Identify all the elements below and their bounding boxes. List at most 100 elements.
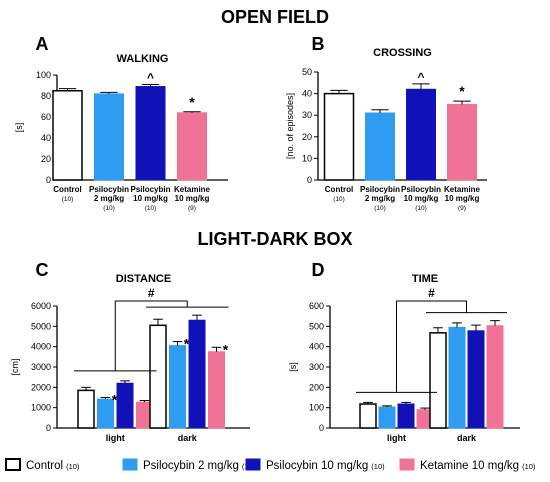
y-tick-label: 40 xyxy=(41,133,51,143)
x-tick-n: (9) xyxy=(458,205,466,212)
y-tick-label: 20 xyxy=(302,132,312,142)
y-tick-label: 100 xyxy=(36,70,51,80)
panel-b: B CROSSING [no. of episodes] 0 10 20 30 40 50 Con… xyxy=(285,34,487,212)
x-tick-label: Ketamine xyxy=(174,185,211,194)
y-axis-label: [cm] xyxy=(10,359,20,376)
x-tick-n: (10) xyxy=(62,196,74,203)
x-tick-label: 10 mg/kg xyxy=(133,194,168,203)
panel-letter: D xyxy=(312,260,325,280)
y-tick-label: 20 xyxy=(41,154,51,164)
bar-psilocybin2 xyxy=(365,112,395,181)
y-tick-label: 30 xyxy=(302,110,312,120)
significance-mark: * xyxy=(223,341,229,357)
x-tick-n: (10) xyxy=(145,205,157,212)
x-tick-label: light xyxy=(106,433,125,443)
legend-swatch-psilocybin2 xyxy=(122,458,138,471)
bar-control xyxy=(323,92,355,181)
x-tick-label: Psilocybin xyxy=(401,185,441,194)
bar-control xyxy=(52,90,83,181)
significance-mark: ^ xyxy=(417,70,424,84)
legend-swatch-psilocybin10 xyxy=(245,458,261,471)
bar-ketamine xyxy=(177,112,207,181)
panel-a: A WALKING [s] 0 20 40 60 80 100 Control (10) Psiloc… xyxy=(14,34,228,212)
x-tick-label: Control xyxy=(53,185,81,194)
panel-letter: C xyxy=(36,260,49,280)
y-tick-label: 3000 xyxy=(31,362,51,372)
panel-title: DISTANCE xyxy=(116,273,171,285)
bar-psilocybin2 xyxy=(169,345,186,429)
y-axis-label: [s] xyxy=(14,123,24,133)
x-tick-label: dark xyxy=(178,433,198,443)
significance-bracket xyxy=(114,300,188,371)
legend-label: Psilocybin 2 mg/kg xyxy=(143,460,239,472)
y-tick-label: 5000 xyxy=(31,321,51,331)
bar-psilocybin10 xyxy=(135,86,166,181)
significance-mark: * xyxy=(112,392,118,408)
legend: Control(10)Psilocybin 2 mg/kg(10)Psilocy… xyxy=(5,458,536,472)
significance-mark: * xyxy=(184,336,190,352)
x-tick-label: Psilocybin xyxy=(130,185,170,194)
bar-psilocybin2 xyxy=(448,326,466,429)
chart-panels: A WALKING [s] 0 20 40 60 80 100 Control (10) Psiloc… xyxy=(10,34,520,443)
bar-psilocybin10 xyxy=(116,382,134,429)
x-tick-n: (9) xyxy=(188,205,196,212)
bar-psilocybin10 xyxy=(397,403,415,429)
bar-psilocybin2 xyxy=(378,406,396,429)
y-axis-label: [no. of episodes] xyxy=(285,93,295,159)
bar-control xyxy=(77,389,95,429)
x-tick-label: Ketamine xyxy=(444,185,481,194)
legend-label: Control xyxy=(26,460,63,472)
y-tick-label: 400 xyxy=(309,342,324,352)
panel-title: TIME xyxy=(412,273,438,285)
x-tick-label: Psilocybin xyxy=(89,185,129,194)
bracket-label: # xyxy=(148,286,155,300)
y-tick-label: 600 xyxy=(309,301,324,311)
legend-n: (10) xyxy=(522,462,536,471)
y-axis-label: [s] xyxy=(288,362,298,372)
legend-label: Psilocybin 10 mg/kg xyxy=(266,460,368,472)
x-tick-n: (10) xyxy=(103,205,115,212)
bar-control xyxy=(359,403,377,429)
panel-d: D TIME [s] 0 100 200 300 400 500 600 light dark # xyxy=(288,260,520,443)
bracket-label: # xyxy=(428,286,435,300)
significance-mark: * xyxy=(459,83,465,99)
section-title-open-field: OPEN FIELD xyxy=(221,7,329,27)
significance-mark: ^ xyxy=(147,70,154,84)
bar-psilocybin2 xyxy=(94,93,124,181)
legend-label: Ketamine 10 mg/kg xyxy=(420,460,519,472)
panel-title: CROSSING xyxy=(373,47,432,59)
panel-c: C DISTANCE [cm] 0 1000 2000 3000 4000 5000 6000 * *… xyxy=(10,260,250,443)
y-tick-label: 80 xyxy=(41,91,51,101)
legend-swatch-control xyxy=(5,458,21,471)
x-tick-label: light xyxy=(387,433,406,443)
x-tick-n: (10) xyxy=(333,196,345,203)
bar-psilocybin10 xyxy=(467,330,485,429)
x-tick-n: (10) xyxy=(415,205,427,212)
legend-n: (10) xyxy=(371,462,385,471)
y-tick-label: 500 xyxy=(309,321,324,331)
legend-swatch-ketamine xyxy=(399,458,415,471)
significance-bracket xyxy=(396,300,467,393)
y-tick-label: 100 xyxy=(309,403,324,413)
bar-control xyxy=(149,324,167,429)
y-tick-label: 50 xyxy=(302,67,312,77)
panel-title: WALKING xyxy=(117,53,169,65)
y-tick-label: 0 xyxy=(46,423,51,433)
x-tick-n: (10) xyxy=(374,205,386,212)
y-tick-label: 0 xyxy=(307,175,312,185)
x-tick-label: 10 mg/kg xyxy=(445,194,480,203)
y-tick-label: 1000 xyxy=(31,403,51,413)
y-tick-label: 60 xyxy=(41,112,51,122)
x-tick-label: 10 mg/kg xyxy=(175,194,210,203)
legend-n: (10) xyxy=(66,462,80,471)
bar-psilocybin10 xyxy=(406,88,436,181)
y-tick-label: 6000 xyxy=(31,301,51,311)
bar-psilocybin10 xyxy=(188,319,206,429)
panel-letter: A xyxy=(36,34,49,54)
y-tick-label: 40 xyxy=(302,89,312,99)
bar-ketamine xyxy=(486,325,504,429)
bar-control xyxy=(429,332,447,429)
x-tick-label: 2 mg/kg xyxy=(365,194,395,203)
y-tick-label: 200 xyxy=(309,382,324,392)
